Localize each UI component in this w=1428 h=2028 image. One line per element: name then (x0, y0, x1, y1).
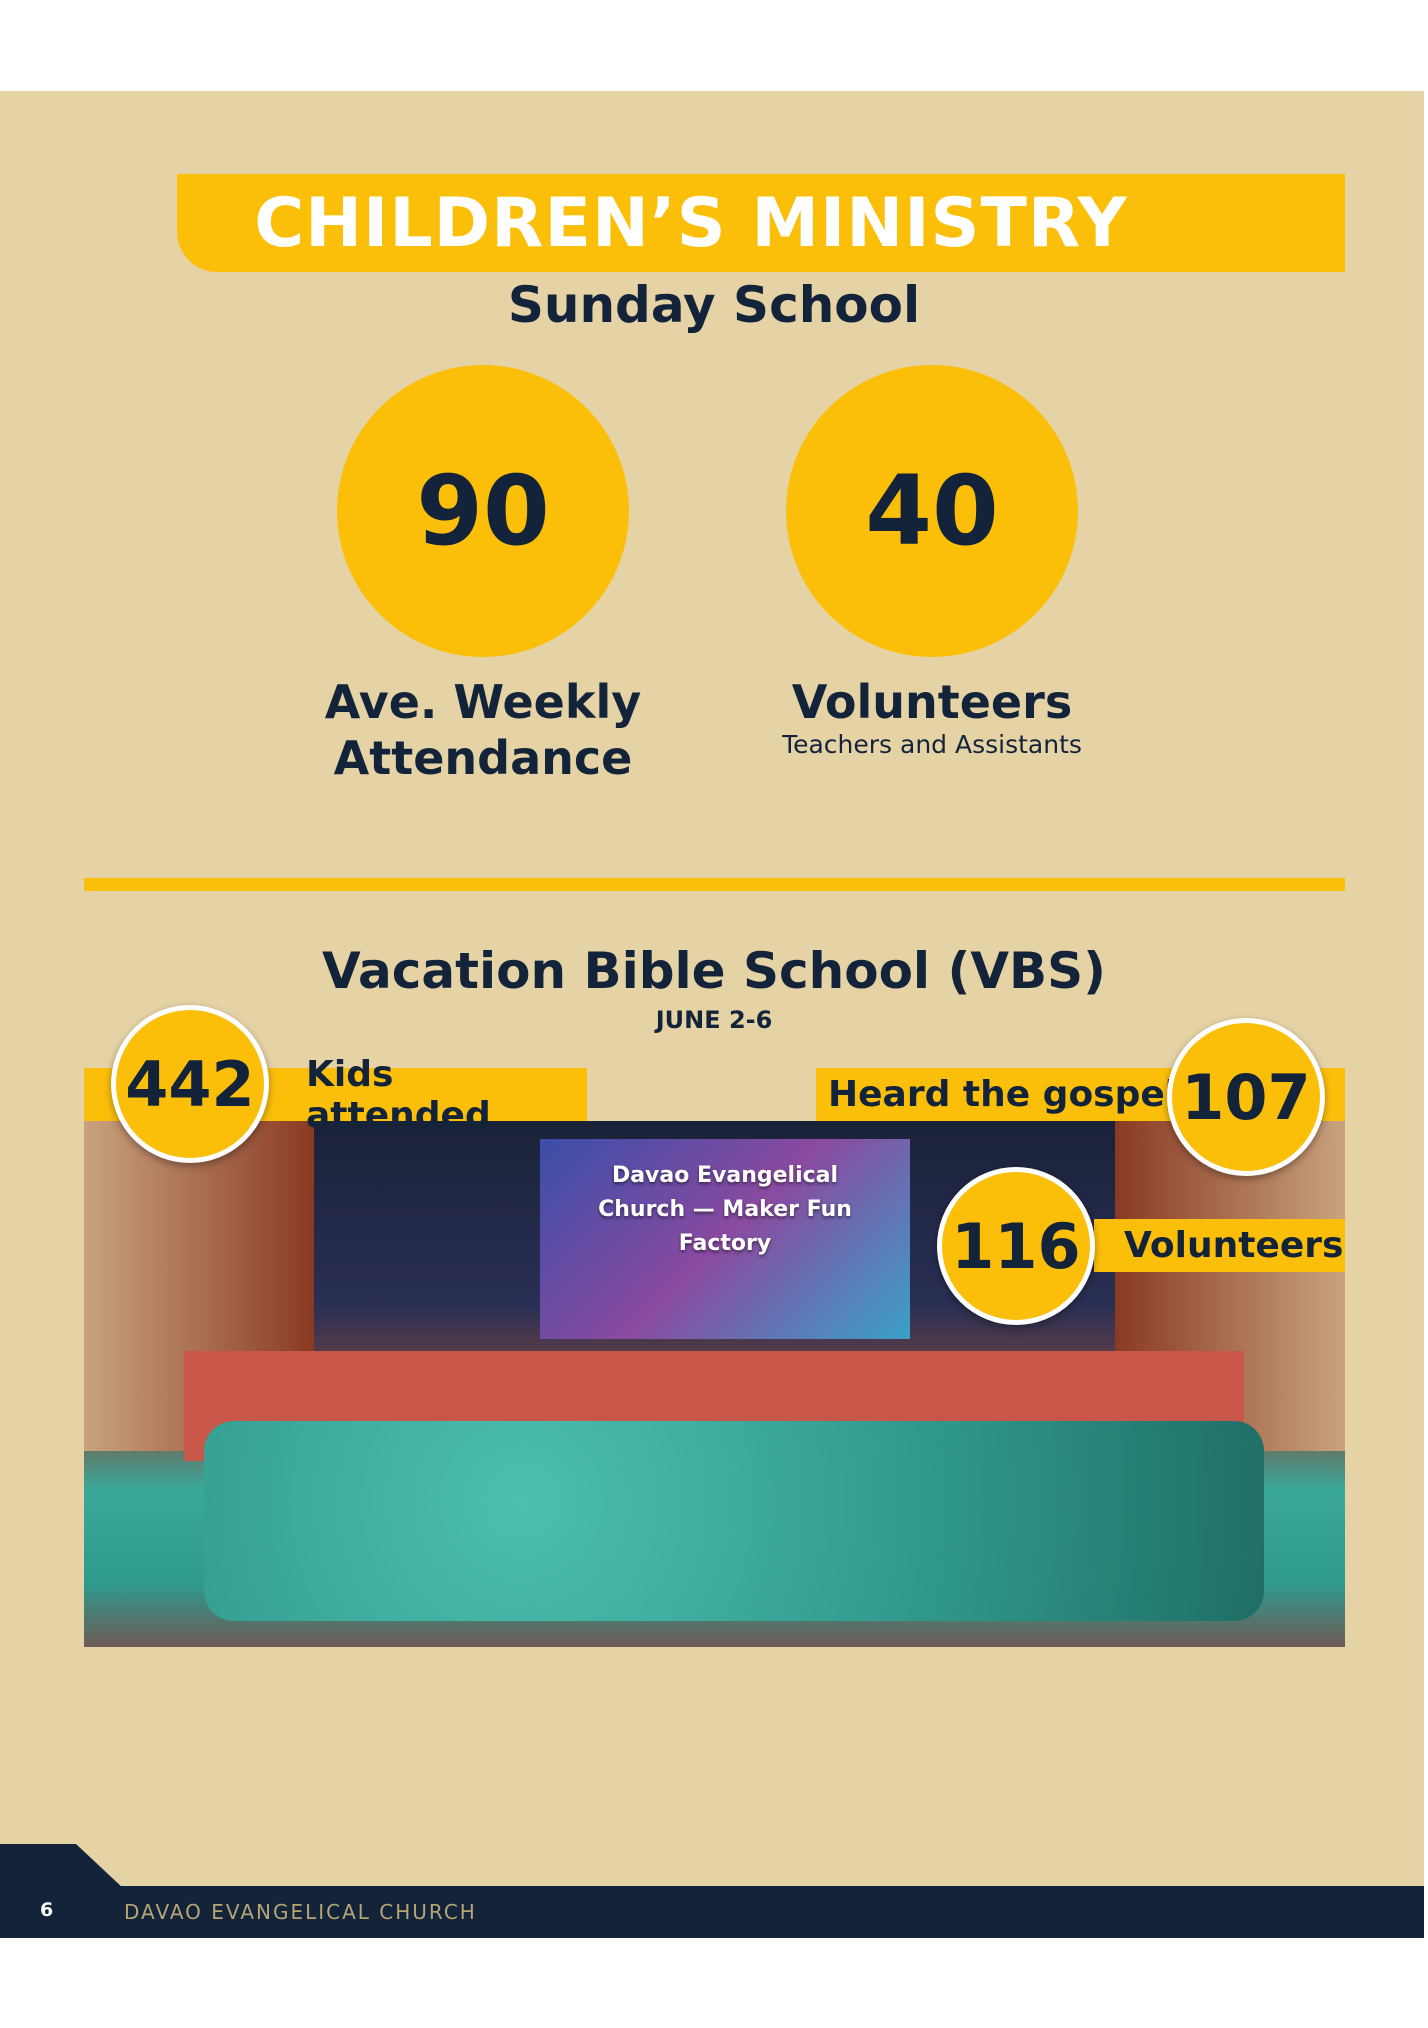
volunteer-group (204, 1421, 1264, 1621)
page-title: CHILDREN’S MINISTRY (254, 183, 1128, 263)
volunteers-circle: 40 (786, 365, 1078, 657)
volunteers-sublabel: Teachers and Assistants (782, 730, 1082, 759)
stage-screen: Davao Evangelical Church — Maker Fun Fac… (540, 1139, 910, 1339)
vbs-volunteers-label: Volunteers (1124, 1225, 1344, 1266)
vbs-dates: JUNE 2-6 (655, 1006, 773, 1034)
section-divider (84, 878, 1345, 891)
heard-gospel-circle: 107 (1167, 1018, 1325, 1176)
vbs-group-photo: Davao Evangelical Church — Maker Fun Fac… (84, 1121, 1345, 1647)
attendance-label-line1: Ave. Weekly (324, 675, 642, 729)
footer-organization: DAVAO EVANGELICAL CHURCH (124, 1900, 477, 1924)
attendance-label: Ave. Weekly Attendance (283, 674, 683, 786)
title-banner: CHILDREN’S MINISTRY (177, 174, 1345, 272)
page-number: 6 (40, 1899, 54, 1921)
attendance-label-line2: Attendance (333, 731, 633, 785)
footer: 6 DAVAO EVANGELICAL CHURCH (0, 1886, 1424, 1938)
vbs-volunteers-circle: 116 (937, 1167, 1095, 1325)
kids-attended-circle: 442 (111, 1005, 269, 1163)
volunteers-label: Volunteers (791, 675, 1073, 729)
attendance-circle: 90 (337, 365, 629, 657)
heard-gospel-label: Heard the gospel (828, 1074, 1178, 1115)
kids-attended-label: Kids attended (306, 1053, 491, 1136)
sunday-school-heading: Sunday School (507, 276, 921, 334)
stage-screen-text: Davao Evangelical Church — Maker Fun Fac… (598, 1163, 852, 1256)
vbs-heading: Vacation Bible School (VBS) (322, 942, 1106, 1000)
vbs-volunteers-strip: Volunteers (1094, 1219, 1345, 1272)
